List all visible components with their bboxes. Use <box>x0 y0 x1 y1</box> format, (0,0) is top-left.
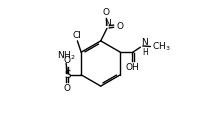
Text: N: N <box>104 19 110 28</box>
Text: O: O <box>116 22 124 31</box>
Text: S: S <box>65 70 71 80</box>
Text: NH$_2$: NH$_2$ <box>57 49 75 62</box>
Text: N: N <box>141 38 147 46</box>
Text: O: O <box>64 84 71 93</box>
Text: O: O <box>64 56 71 65</box>
Text: CH$_3$: CH$_3$ <box>152 40 170 53</box>
Text: Cl: Cl <box>73 31 82 40</box>
Text: H: H <box>142 48 148 57</box>
Text: OH: OH <box>126 63 140 72</box>
Text: O: O <box>103 8 110 17</box>
